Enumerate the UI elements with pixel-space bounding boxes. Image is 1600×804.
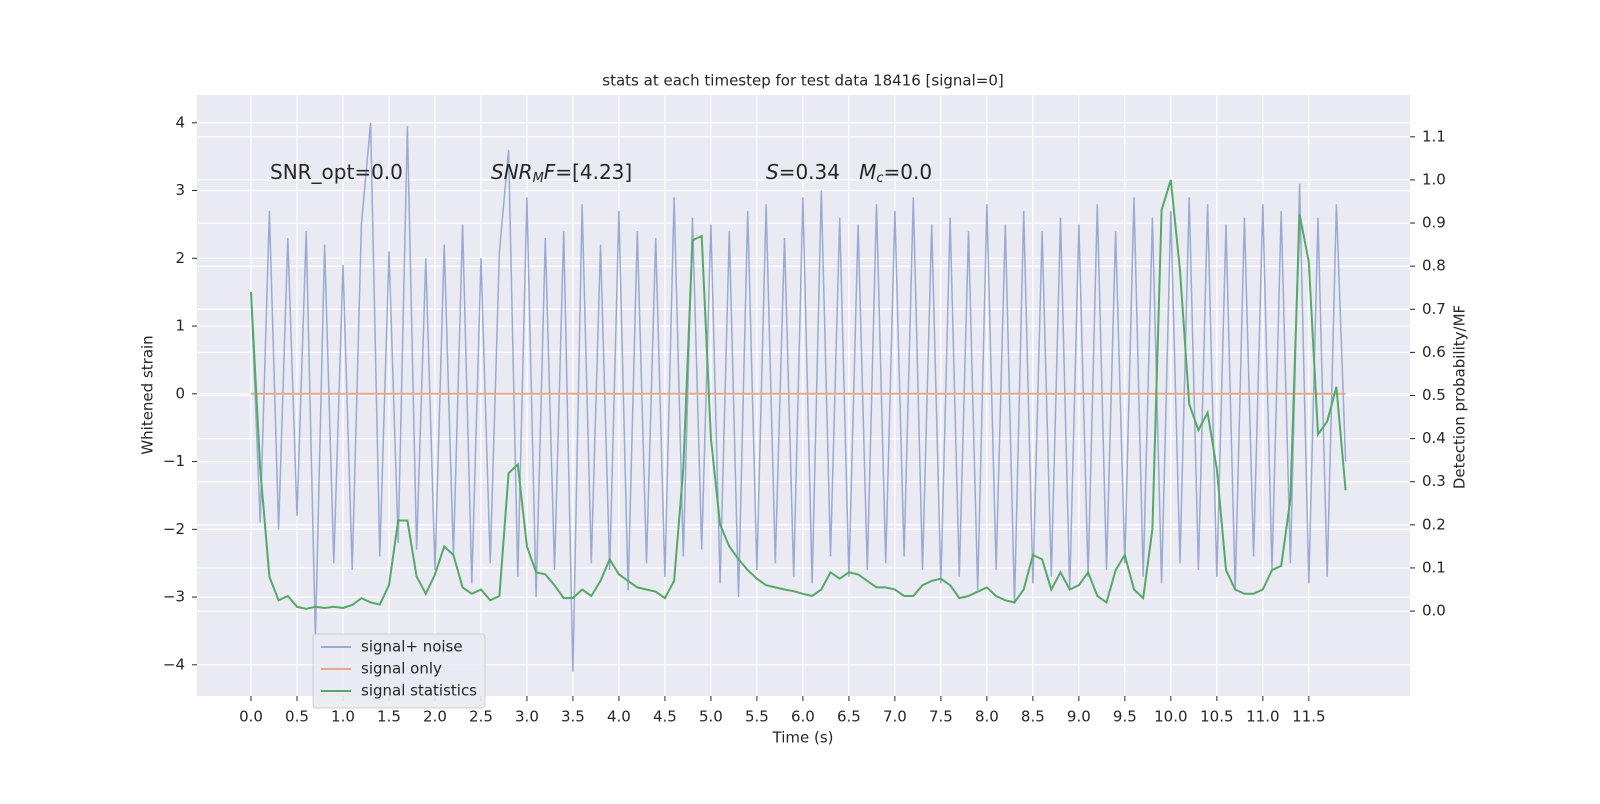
x-tick-label: 11.0 — [1246, 708, 1279, 726]
x-tick-label: 10.5 — [1200, 708, 1233, 726]
series-line — [250, 122, 1347, 672]
annotations: SNR_opt=0.0 SNRMF=[4.23] S=0.34 Mc=0.0 — [270, 160, 932, 186]
annotation-part: =0.34 — [779, 160, 859, 184]
x-tick-label: 7.0 — [883, 708, 907, 726]
x-tick-label: 5.5 — [745, 708, 769, 726]
grid: 0.0 0.5 1.0 1.5 2.0 2.5 3.0 3.5 4.0 4.5 5.0 5.5 6.0 6… — [163, 95, 1446, 726]
y-tick-label: −1 — [163, 452, 185, 470]
y-tick-label: −2 — [163, 520, 185, 538]
y2-axis-label: Detection probability/MF — [1451, 305, 1469, 489]
x-tick-label: 4.5 — [653, 708, 677, 726]
y2-tick-label: 0.9 — [1422, 214, 1446, 232]
x-tick-label: 0.5 — [285, 708, 309, 726]
annotation-part: S — [766, 160, 779, 184]
annotation-part: M — [859, 160, 876, 184]
x-tick-label: 1.0 — [331, 708, 355, 726]
x-tick-label: 9.0 — [1067, 708, 1091, 726]
y2-tick-label: 0.0 — [1422, 602, 1446, 620]
legend-label: signal only — [361, 660, 442, 678]
y-tick-label: 4 — [175, 113, 185, 131]
annotation-part: F — [544, 160, 556, 184]
y-tick-label: 1 — [175, 317, 185, 335]
x-tick-label: 8.0 — [975, 708, 999, 726]
legend-label: signal statistics — [361, 682, 477, 700]
series-line — [250, 179, 1347, 610]
x-tick-label: 5.0 — [699, 708, 723, 726]
annotation-part: =[4.23] — [555, 160, 632, 184]
annotation: SNRMF=[4.23] — [491, 160, 632, 186]
y-tick-label: 2 — [175, 249, 185, 267]
legend-label: signal+ noise — [361, 638, 463, 656]
y2-tick-label: 0.7 — [1422, 300, 1446, 318]
x-tick-label: 0.0 — [239, 708, 263, 726]
x-tick-label: 3.5 — [561, 708, 585, 726]
y-axis-label: Whitened strain — [139, 335, 157, 454]
x-tick-label: 6.0 — [791, 708, 815, 726]
y2-tick-label: 0.6 — [1422, 343, 1446, 361]
x-tick-label: 4.0 — [607, 708, 631, 726]
y2-tick-label: 0.3 — [1422, 472, 1446, 490]
y2-tick-label: 0.8 — [1422, 257, 1446, 275]
y-tick-label: 0 — [175, 384, 185, 402]
x-tick-label: 11.5 — [1292, 708, 1325, 726]
x-tick-label: 2.0 — [423, 708, 447, 726]
y-tick-label: 3 — [175, 181, 185, 199]
x-tick-label: 10.0 — [1154, 708, 1187, 726]
y-tick-label: −4 — [163, 655, 185, 673]
x-tick-label: 7.5 — [929, 708, 953, 726]
legend: signal+ noise signal only signal statistic… — [312, 633, 486, 709]
y2-tick-label: 0.5 — [1422, 386, 1446, 404]
y2-tick-label: 0.2 — [1422, 515, 1446, 533]
y2-tick-label: 1.1 — [1422, 127, 1446, 145]
x-tick-label: 8.5 — [1021, 708, 1045, 726]
annotation: SNR_opt=0.0 — [270, 160, 403, 184]
x-tick-label: 1.5 — [377, 708, 401, 726]
legend-box — [312, 633, 486, 709]
annotation-part: c — [876, 171, 883, 186]
y2-tick-label: 0.4 — [1422, 429, 1446, 447]
annotation-part: =0.0 — [884, 160, 933, 184]
chart-title: stats at each timestep for test data 184… — [602, 72, 1003, 90]
y2-tick-label: 1.0 — [1422, 170, 1446, 188]
y2-tick-label: 0.1 — [1422, 558, 1446, 576]
x-tick-label: 2.5 — [469, 708, 493, 726]
annotation-part: SNR_opt=0.0 — [270, 160, 403, 184]
series-lines — [250, 122, 1347, 672]
x-tick-label: 3.0 — [515, 708, 539, 726]
y-tick-label: −3 — [163, 588, 185, 606]
annotation-part: M — [533, 171, 544, 186]
x-tick-label: 6.5 — [837, 708, 861, 726]
annotation: S=0.34 Mc=0.0 — [766, 160, 932, 186]
x-axis-label: Time (s) — [772, 729, 834, 747]
x-tick-label: 9.5 — [1113, 708, 1137, 726]
annotation-part: SNR — [491, 160, 533, 184]
